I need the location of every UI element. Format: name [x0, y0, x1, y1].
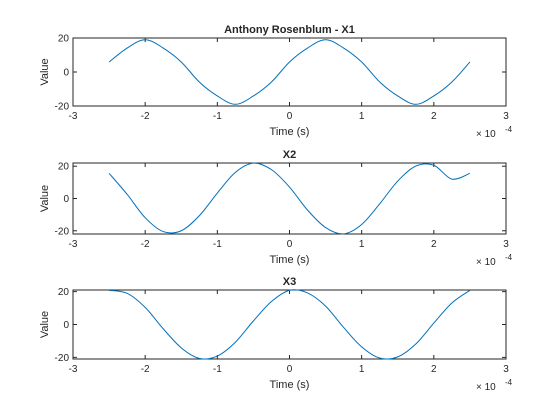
y-tick-label: -20 — [55, 226, 70, 237]
x-exponent-label: × 10 — [476, 257, 496, 268]
x-tick-label: 0 — [287, 364, 293, 375]
plot-area — [72, 37, 507, 107]
y-tick-label: -20 — [55, 353, 70, 364]
x-axis-label: Time (s) — [270, 126, 310, 138]
x-exponent-label: × 10 — [476, 129, 496, 140]
x-tick-label: 0 — [287, 239, 293, 250]
x-exponent-power: -4 — [505, 253, 513, 262]
x-tick-label: 1 — [359, 111, 365, 122]
x-tick-label: 0 — [287, 111, 293, 122]
y-tick-label: 20 — [58, 162, 70, 173]
x-tick-label: -1 — [213, 364, 222, 375]
x-tick-label: 1 — [359, 364, 365, 375]
x-tick-label: 1 — [359, 239, 365, 250]
x-tick-label: -2 — [141, 239, 150, 250]
y-axis-label: Value — [39, 58, 51, 85]
x-axis-label: Time (s) — [270, 379, 310, 391]
x-tick-label: -2 — [141, 364, 150, 375]
x-tick-label: -3 — [69, 364, 78, 375]
y-axis-label: Value — [39, 185, 51, 212]
x-exponent-label: × 10 — [476, 382, 496, 393]
y-tick-label: 20 — [58, 287, 70, 298]
y-tick-label: 20 — [58, 34, 70, 45]
series-line-1 — [108, 39, 471, 105]
subplot-2: X2 -3 -2 -1 0 1 2 3 -20 0 20 Time (s) Value × 10 -4 — [39, 149, 513, 268]
x-tick-label: -1 — [213, 239, 222, 250]
x-exponent-power: -4 — [505, 378, 513, 387]
series-line-1 — [108, 162, 471, 235]
x-tick-label: 2 — [431, 239, 437, 250]
x-tick-label: 3 — [503, 239, 509, 250]
y-axis-label: Value — [39, 311, 51, 338]
y-tick-label: 0 — [63, 68, 69, 79]
x-tick-label: -3 — [69, 239, 78, 250]
x-axis-label: Time (s) — [270, 254, 310, 266]
chart-title: X2 — [283, 149, 296, 161]
x-tick-label: -2 — [141, 111, 150, 122]
x-exponent-power: -4 — [505, 125, 513, 134]
subplot-1: Anthony Rosenblum - X1 -3 -2 -1 0 1 2 3 -20 0 20 Ti… — [39, 24, 513, 140]
y-tick-label: 0 — [63, 320, 69, 331]
x-tick-label: -3 — [69, 111, 78, 122]
chart-title: X3 — [283, 276, 296, 288]
subplot-3: X3 -3 -2 -1 0 1 2 3 -20 0 20 Time (s) Value × 10 -4 — [39, 276, 513, 393]
plot-area — [72, 162, 507, 235]
x-tick-label: 2 — [431, 364, 437, 375]
x-tick-label: 3 — [503, 111, 509, 122]
plot-area — [72, 289, 507, 360]
series-line-1 — [108, 289, 471, 360]
chart-title: Anthony Rosenblum - X1 — [224, 24, 355, 36]
x-tick-label: -1 — [213, 111, 222, 122]
y-tick-label: 0 — [63, 194, 69, 205]
x-tick-label: 2 — [431, 111, 437, 122]
y-tick-label: -20 — [55, 102, 70, 113]
x-tick-label: 3 — [503, 364, 509, 375]
